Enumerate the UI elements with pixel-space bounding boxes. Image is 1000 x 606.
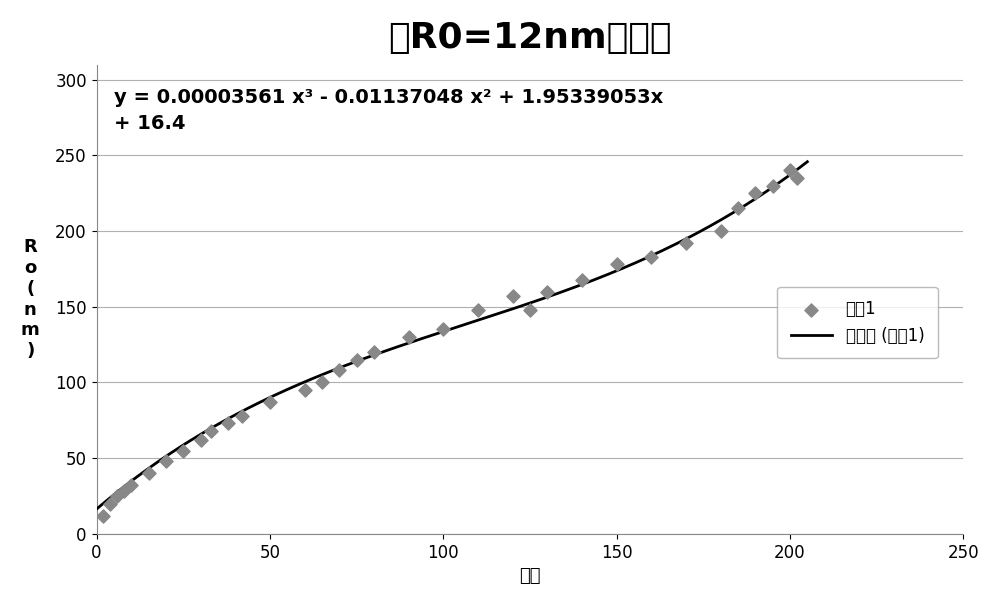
系列1: [470, 305, 486, 315]
系列1: [331, 365, 347, 375]
多项式 (系列1): [579, 280, 591, 287]
系列1: [297, 385, 313, 395]
系列1: [539, 287, 555, 296]
多项式 (系列1): [658, 246, 670, 253]
系列1: [730, 204, 746, 213]
系列1: [109, 491, 125, 501]
系列1: [789, 173, 805, 183]
多项式 (系列1): [404, 339, 416, 346]
多项式 (系列1): [378, 348, 390, 355]
系列1: [678, 238, 694, 248]
系列1: [158, 456, 174, 466]
多项式 (系列1): [645, 252, 657, 259]
Line: 多项式 (系列1): 多项式 (系列1): [97, 162, 807, 509]
系列1: [782, 165, 798, 175]
系列1: [643, 252, 659, 262]
系列1: [609, 259, 625, 269]
系列1: [220, 419, 236, 428]
系列1: [193, 435, 209, 445]
系列1: [747, 188, 763, 198]
系列1: [102, 499, 118, 508]
系列1: [765, 181, 781, 190]
系列1: [262, 398, 278, 407]
X-axis label: 倍数: 倍数: [519, 567, 541, 585]
系列1: [505, 291, 521, 301]
系列1: [123, 481, 139, 490]
系列1: [116, 487, 132, 496]
系列1: [435, 325, 451, 335]
系列1: [95, 511, 111, 521]
系列1: [401, 332, 417, 342]
系列1: [175, 446, 191, 456]
Legend: 系列1, 多项式 (系列1): 系列1, 多项式 (系列1): [777, 287, 938, 358]
系列1: [203, 426, 219, 436]
系列1: [349, 355, 365, 365]
Text: y = 0.00003561 x³ - 0.01137048 x² + 1.95339053x
+ 16.4: y = 0.00003561 x³ - 0.01137048 x² + 1.95…: [114, 88, 663, 133]
多项式 (系列1): [801, 158, 813, 165]
系列1: [713, 226, 729, 236]
多项式 (系列1): [163, 450, 175, 458]
系列1: [314, 378, 330, 387]
多项式 (系列1): [91, 505, 103, 513]
系列1: [366, 347, 382, 357]
系列1: [141, 468, 157, 478]
系列1: [234, 411, 250, 421]
Title: 以R0=12nm为基准: 以R0=12nm为基准: [388, 21, 672, 55]
系列1: [574, 275, 590, 284]
系列1: [522, 305, 538, 315]
Y-axis label: R
o
(
n
m
): R o ( n m ): [21, 238, 40, 360]
